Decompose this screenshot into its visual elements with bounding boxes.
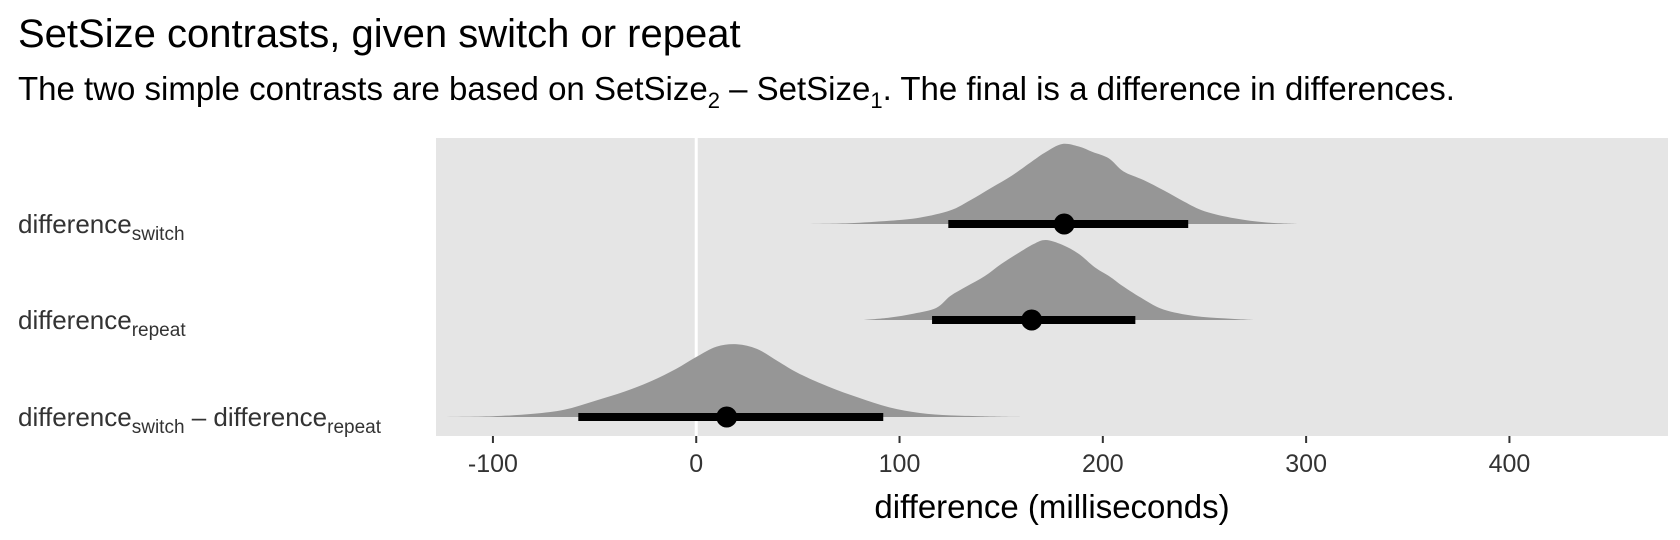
halfeye-row bbox=[436, 344, 1022, 428]
x-axis-title: difference (milliseconds) bbox=[874, 488, 1229, 525]
halfeye-row bbox=[801, 143, 1298, 235]
subtitle-before: The two simple contrasts are based on Se… bbox=[18, 70, 708, 107]
halfeye-row bbox=[862, 239, 1254, 331]
point-estimate bbox=[716, 406, 738, 428]
y-tick-label: differenceswitch bbox=[18, 209, 185, 245]
x-tick-label: 100 bbox=[879, 450, 921, 478]
chart-title: SetSize contrasts, given switch or repea… bbox=[18, 12, 741, 56]
density-slab bbox=[436, 344, 1022, 417]
x-tick-label: 300 bbox=[1285, 450, 1327, 478]
x-tick-label: 200 bbox=[1082, 450, 1124, 478]
point-estimate bbox=[1021, 309, 1043, 331]
y-tick-label: differenceswitch – differencerepeat bbox=[18, 402, 382, 438]
x-tick-label: -100 bbox=[468, 450, 518, 478]
y-tick-label: differencerepeat bbox=[18, 305, 186, 341]
density-slab bbox=[801, 143, 1298, 224]
subtitle-subscript-a: 2 bbox=[707, 88, 720, 113]
subtitle-subscript-b: 1 bbox=[870, 88, 883, 113]
chart-marks bbox=[436, 143, 1298, 428]
x-tick-label: 0 bbox=[689, 450, 703, 478]
subtitle-after: . The final is a difference in differenc… bbox=[882, 70, 1455, 107]
y-axis: differenceswitch differencerepeat differen… bbox=[18, 209, 382, 438]
chart-subtitle: The two simple contrasts are based on Se… bbox=[18, 70, 1455, 114]
x-axis: -100 0 100 200 300 400 bbox=[468, 436, 1530, 478]
point-estimate bbox=[1053, 213, 1075, 235]
density-slab bbox=[862, 239, 1254, 320]
x-tick-label: 400 bbox=[1489, 450, 1531, 478]
subtitle-dash: – SetSize bbox=[719, 70, 871, 107]
